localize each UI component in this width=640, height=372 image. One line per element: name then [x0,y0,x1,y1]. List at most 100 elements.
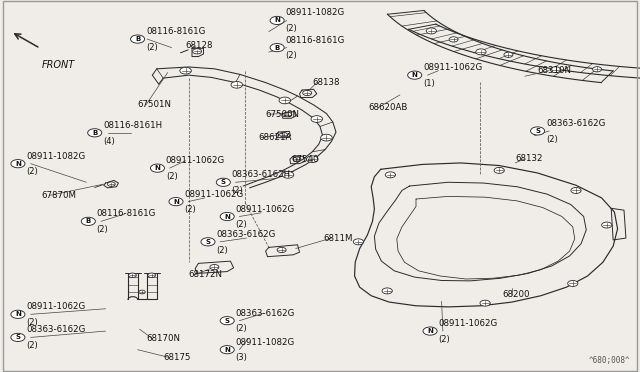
Text: 08363-6162G: 08363-6162G [236,309,295,318]
Circle shape [568,280,578,286]
Text: S: S [225,318,230,324]
Text: 08116-8161G: 08116-8161G [97,209,156,218]
Circle shape [220,346,234,354]
Text: S: S [15,334,20,340]
Circle shape [270,16,284,25]
Circle shape [385,172,396,178]
Circle shape [382,288,392,294]
Text: B: B [86,218,91,224]
Circle shape [293,157,301,161]
Circle shape [231,81,243,88]
Circle shape [504,52,513,57]
Text: B: B [135,36,140,42]
Circle shape [193,49,202,54]
Text: B: B [275,45,280,51]
Text: (2): (2) [26,167,38,176]
Text: (2): (2) [26,318,38,327]
Circle shape [11,310,25,318]
Text: 08116-8161H: 08116-8161H [103,121,162,130]
Circle shape [321,134,332,141]
Text: 67870M: 67870M [42,191,77,200]
Text: 67540: 67540 [291,155,319,164]
Text: N: N [427,328,433,334]
Text: 68200: 68200 [502,290,530,299]
Text: N: N [15,311,21,317]
Text: S: S [535,128,540,134]
Circle shape [284,112,292,117]
Circle shape [148,273,156,278]
Circle shape [11,333,25,341]
Text: N: N [274,17,280,23]
Circle shape [593,67,602,72]
Text: 68621A: 68621A [258,133,291,142]
Circle shape [602,222,612,228]
Circle shape [216,178,230,186]
Circle shape [480,300,490,306]
Text: N: N [154,165,161,171]
Text: (2): (2) [438,335,450,344]
Circle shape [277,247,286,253]
Text: (2): (2) [184,205,196,214]
Text: (2): (2) [285,51,297,60]
Text: 68172N: 68172N [189,270,223,279]
Circle shape [220,212,234,221]
Circle shape [270,44,284,52]
Circle shape [571,187,581,193]
Circle shape [129,273,136,278]
Circle shape [139,290,145,294]
Circle shape [449,37,458,42]
Text: 08363-6162G: 08363-6162G [26,326,86,334]
Circle shape [180,67,191,74]
Circle shape [210,264,219,270]
Circle shape [423,327,437,335]
Circle shape [426,28,436,34]
Text: N: N [224,214,230,219]
Circle shape [280,132,287,137]
Text: 08911-1062G: 08911-1062G [236,205,295,214]
Circle shape [311,116,323,122]
Text: 08911-1082G: 08911-1082G [285,9,345,17]
Circle shape [408,71,422,79]
Circle shape [307,156,318,163]
Circle shape [353,239,364,245]
Text: (1): (1) [423,79,435,88]
Text: 08911-1062G: 08911-1062G [438,319,498,328]
Circle shape [11,160,25,168]
Text: 08363-6162G: 08363-6162G [546,119,605,128]
Text: 68138: 68138 [312,78,340,87]
Circle shape [282,171,294,178]
Text: 67501N: 67501N [138,100,172,109]
Circle shape [201,238,215,246]
Circle shape [150,164,164,172]
Text: 08911-1082G: 08911-1082G [26,152,86,161]
Text: N: N [173,199,179,205]
Circle shape [279,97,291,104]
Text: (3): (3) [236,353,248,362]
Text: 68128: 68128 [186,41,213,50]
Text: 08911-1082G: 08911-1082G [236,338,295,347]
Text: 08911-1062G: 08911-1062G [166,156,225,165]
Circle shape [303,90,312,96]
Text: (2): (2) [285,24,297,33]
Text: N: N [224,347,230,353]
Text: 68620AB: 68620AB [368,103,408,112]
Text: (2): (2) [166,172,177,181]
Circle shape [169,198,183,206]
Text: 6811M: 6811M [323,234,353,243]
Circle shape [550,67,561,73]
Text: (2): (2) [236,324,247,333]
Text: 08116-8161G: 08116-8161G [285,36,345,45]
Text: 68310N: 68310N [538,66,572,75]
Circle shape [88,129,102,137]
Text: 68175: 68175 [163,353,191,362]
Text: 08911-1062G: 08911-1062G [184,190,244,199]
Text: 68170N: 68170N [146,334,180,343]
Text: 08116-8161G: 08116-8161G [146,27,205,36]
Text: (2): (2) [26,341,38,350]
Text: (2): (2) [232,186,243,195]
Circle shape [131,35,145,43]
Text: (2): (2) [236,220,247,229]
Text: (2): (2) [546,135,557,144]
Text: (4): (4) [103,137,115,145]
Circle shape [81,217,95,225]
